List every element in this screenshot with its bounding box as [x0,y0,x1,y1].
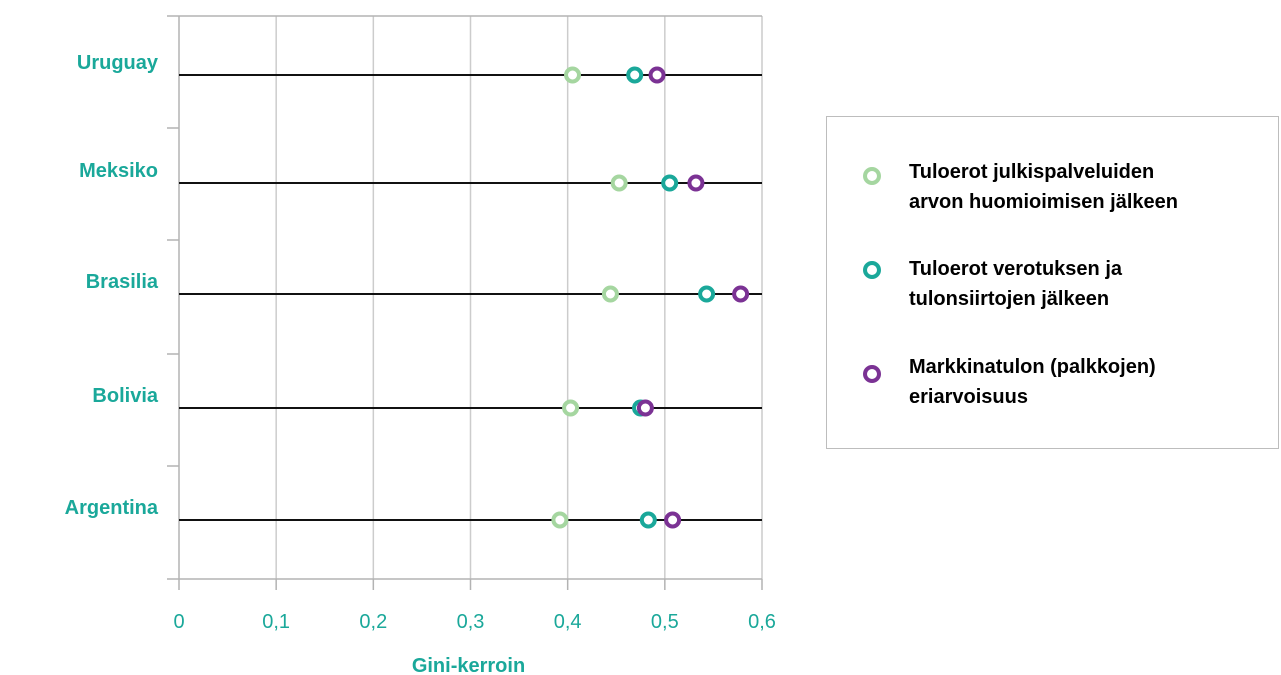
legend-label-line: Markkinatulon (palkkojen) [909,356,1156,378]
data-point [698,285,716,303]
data-point [601,285,619,303]
data-point [687,174,705,192]
data-point [551,511,569,529]
x-tick-label: 0,6 [748,611,776,633]
data-point [610,174,628,192]
data-point [664,511,682,529]
legend-marker-icon [863,167,881,185]
axis-labels: Uruguay Meksiko Brasilia Bolivia Argentina 0 0… [65,52,776,675]
legend: Tuloerot julkispalveluiden arvon huomioi… [826,116,1279,449]
grid-lines [275,16,763,579]
data-point [626,66,644,84]
data-point [639,511,657,529]
x-tick-label: 0,2 [359,611,387,633]
category-label: Meksiko [79,160,158,182]
data-points [551,66,750,529]
category-label: Brasilia [86,271,159,293]
legend-label: Tuloerot verotuksen ja tulonsiirtojen jä… [909,254,1259,314]
legend-label: Markkinatulon (palkkojen) eriarvoisuus [909,352,1259,412]
legend-label-line: tulonsiirtojen jälkeen [909,288,1110,310]
x-tick-label: 0,1 [262,611,290,633]
x-tick-label: 0 [173,611,184,633]
category-label: Uruguay [77,52,159,74]
x-tick-label: 0,3 [457,611,485,633]
legend-label: Tuloerot julkispalveluiden arvon huomioi… [909,157,1259,217]
data-point [564,66,582,84]
legend-marker-icon [863,261,881,279]
data-point [562,399,580,417]
x-axis-title: Gini-kerroin [412,655,525,675]
legend-label-line: arvon huomioimisen jälkeen [909,191,1178,213]
category-label: Bolivia [92,385,158,407]
data-point [648,66,666,84]
data-point [636,399,654,417]
data-point [661,174,679,192]
x-tick-label: 0,4 [554,611,582,633]
data-point [732,285,750,303]
legend-marker-icon [863,365,881,383]
axes [167,15,763,590]
category-label: Argentina [65,497,159,519]
legend-label-line: Tuloerot verotuksen ja [909,258,1123,280]
legend-label-line: eriarvoisuus [909,386,1028,408]
legend-label-line: Tuloerot julkispalveluiden [909,161,1155,183]
x-tick-label: 0,5 [651,611,679,633]
